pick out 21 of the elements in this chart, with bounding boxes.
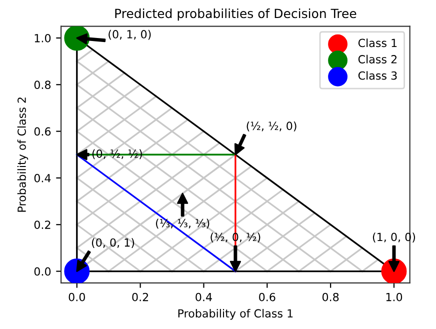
x-axis-title: Probability of Class 1 xyxy=(178,308,293,320)
x-tick-label: 1.0 xyxy=(386,292,402,302)
x-tick-label: 0.2 xyxy=(132,292,148,302)
y-tick-label: 1.0 xyxy=(34,34,51,42)
legend-label: Class 1 xyxy=(358,38,397,48)
annotation: (0, 1, 0) xyxy=(108,30,151,40)
y-tick-label: 0.6 xyxy=(34,127,51,136)
x-tick-label: 0.4 xyxy=(196,292,212,302)
x-tick-label: 0.0 xyxy=(68,292,85,302)
legend-label: Class 2 xyxy=(358,54,397,64)
y-tick-label: 0.2 xyxy=(34,220,50,229)
x-tick-label: 0.8 xyxy=(322,292,339,302)
chart-title: Predicted probabilities of Decision Tree xyxy=(115,8,356,21)
legend-label: Class 3 xyxy=(358,71,397,80)
annotation: (½, ½, 0) xyxy=(246,121,296,132)
annotation: (0, 0, 1) xyxy=(92,238,134,248)
y-tick-label: 0.8 xyxy=(34,80,51,90)
x-tick-label: 0.6 xyxy=(259,292,276,302)
y-axis-title: Probability of Class 2 xyxy=(17,98,28,212)
y-tick-label: 0.0 xyxy=(34,267,51,276)
y-tick-label: 0.4 xyxy=(34,174,51,182)
